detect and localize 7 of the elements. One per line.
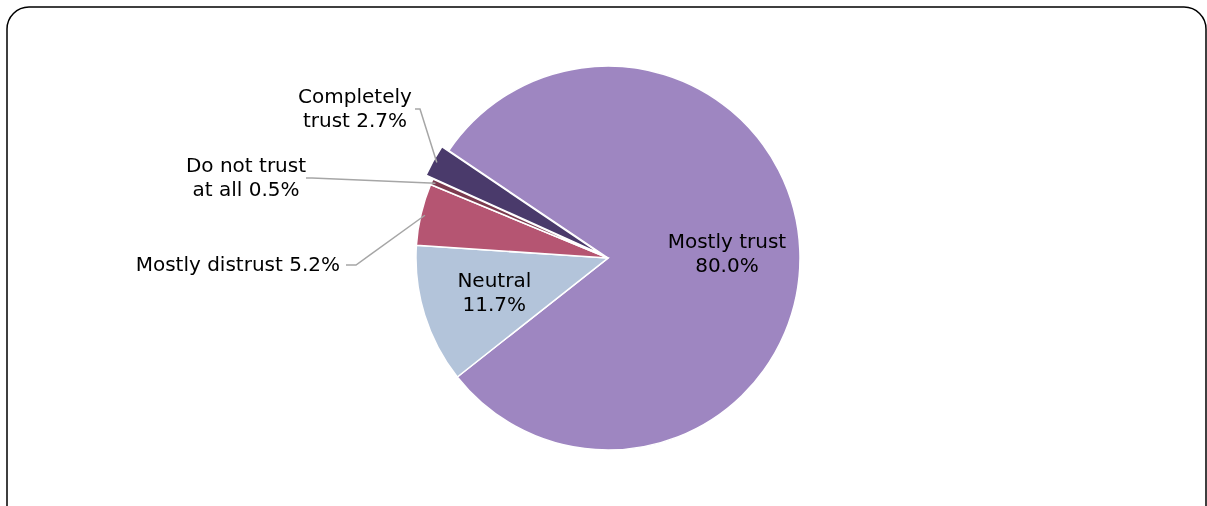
slice-label: Mostly trust	[667, 228, 787, 253]
slice-label: Neutral	[457, 268, 532, 293]
data-label: 80.0%	[695, 252, 759, 277]
slice-label: Do not trust at all 0.5%	[185, 153, 307, 201]
slice-label: Completely trust 2.7%	[298, 84, 413, 132]
data-label: 11.7%	[462, 292, 527, 317]
slice-label: Mostly distrust 5.2%	[135, 252, 340, 276]
